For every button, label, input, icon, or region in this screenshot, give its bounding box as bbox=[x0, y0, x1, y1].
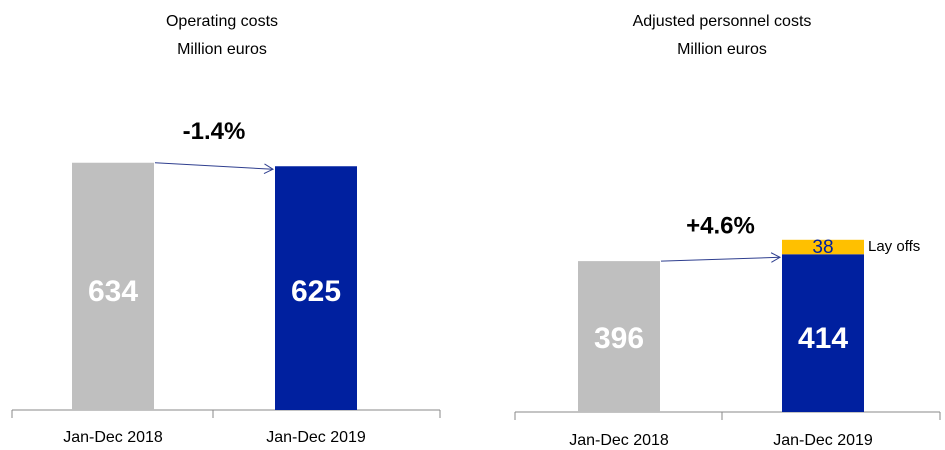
chart-title: Adjusted personnel costs bbox=[633, 13, 812, 30]
data-label: 38 bbox=[812, 237, 833, 258]
change-arrow bbox=[154, 162, 274, 170]
x-tick-label: Jan-Dec 2018 bbox=[63, 429, 163, 446]
chart-subtitle: Million euros bbox=[177, 41, 267, 58]
bar-segment bbox=[578, 261, 660, 412]
legend-label: Lay offs bbox=[868, 238, 920, 255]
arrow-head bbox=[263, 163, 275, 175]
bar-segment bbox=[782, 254, 864, 412]
change-annotation: -1.4% bbox=[183, 118, 246, 145]
data-label: 414 bbox=[798, 322, 848, 355]
change-annotation: +4.6% bbox=[686, 213, 755, 240]
x-tick-label: Jan-Dec 2019 bbox=[773, 432, 873, 449]
data-label: 396 bbox=[594, 322, 644, 355]
chart-title: Operating costs bbox=[166, 13, 278, 30]
bar-segment bbox=[72, 162, 154, 410]
chart-subtitle: Million euros bbox=[677, 41, 767, 58]
bar-segment bbox=[275, 166, 357, 410]
data-label: 634 bbox=[88, 275, 138, 308]
bar-segment bbox=[782, 239, 864, 255]
x-tick-label: Jan-Dec 2019 bbox=[266, 429, 366, 446]
x-tick-label: Jan-Dec 2018 bbox=[569, 432, 669, 449]
arrow-head bbox=[770, 252, 782, 263]
data-label: 625 bbox=[291, 275, 341, 308]
change-arrow bbox=[660, 256, 781, 262]
